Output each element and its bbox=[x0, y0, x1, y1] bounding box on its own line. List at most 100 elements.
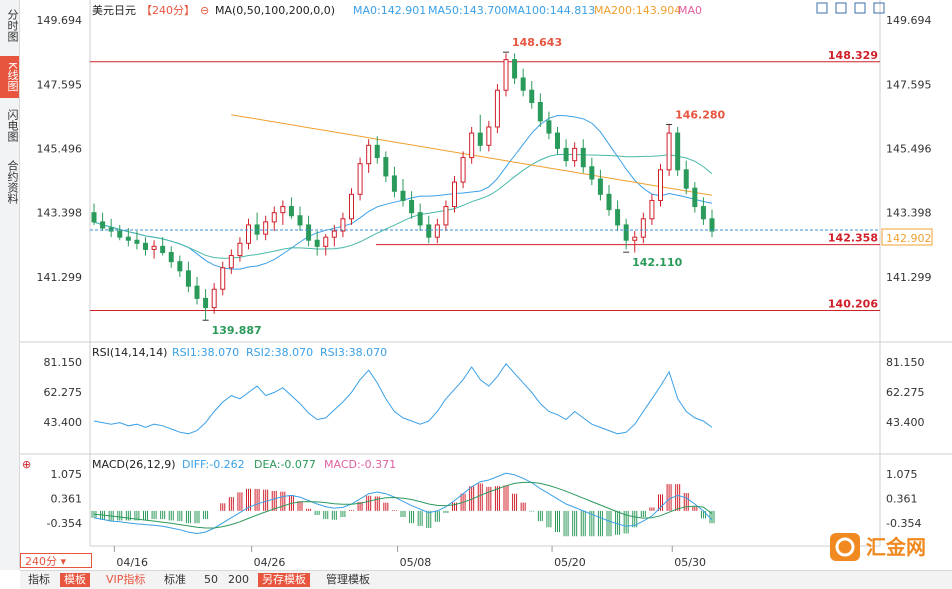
macd-dea-line bbox=[93, 481, 713, 529]
ma100-line bbox=[93, 153, 713, 259]
candle-body bbox=[709, 218, 715, 232]
price-tick-right: 143.398 bbox=[886, 207, 932, 220]
ma50-value: MA50:143.700 bbox=[428, 4, 508, 17]
candle-body bbox=[589, 166, 595, 180]
price-level-label: 140.206 bbox=[828, 297, 878, 310]
tab-ma50[interactable]: 50 bbox=[204, 573, 218, 586]
window-controls bbox=[816, 2, 885, 14]
ma-settings[interactable]: MA(0,50,100,200,0,0) bbox=[215, 4, 335, 17]
macd-diff: DIFF:-0.262 bbox=[182, 458, 245, 471]
x-label: 04/16 bbox=[116, 556, 148, 568]
price-lines: 148.329 142.358 140.206 bbox=[90, 49, 880, 311]
candle-body bbox=[700, 206, 706, 220]
rsi-tick-left: 43.400 bbox=[44, 416, 83, 429]
annotation-label: 148.643 bbox=[512, 36, 562, 49]
candle-body bbox=[357, 163, 363, 195]
candle-body bbox=[366, 144, 372, 165]
price-tick-left: 141.299 bbox=[37, 271, 83, 284]
candle-body bbox=[237, 242, 243, 257]
candle-body bbox=[529, 89, 535, 103]
period-selector[interactable]: 240分 ▾ bbox=[20, 553, 92, 568]
candle-body bbox=[211, 288, 217, 309]
price-tick-left: 149.694 bbox=[37, 14, 83, 27]
candle-body bbox=[100, 221, 106, 229]
tab-contract-info[interactable]: 合约资料 bbox=[6, 160, 19, 204]
tab-ma200[interactable]: 200 bbox=[228, 573, 249, 586]
rsi-tick-left: 81.150 bbox=[44, 356, 83, 369]
candle-body bbox=[160, 245, 166, 253]
x-label: 05/20 bbox=[554, 556, 586, 568]
candle-body bbox=[314, 239, 320, 247]
tab-indicators[interactable]: 指标 bbox=[28, 573, 50, 586]
brand-logo-mark bbox=[830, 533, 860, 561]
save-template-button[interactable]: 另存模板 bbox=[258, 573, 310, 587]
tab-time-chart[interactable]: 分时图 bbox=[6, 8, 19, 42]
brand-name: 汇金网 bbox=[866, 535, 926, 559]
tab-kline-chart[interactable]: K线图 bbox=[0, 56, 19, 98]
candle-body bbox=[537, 101, 543, 122]
macd-tick-left: 0.361 bbox=[51, 492, 83, 505]
price-tick-right: 147.595 bbox=[886, 78, 932, 91]
candle-body bbox=[288, 206, 294, 217]
chart-area[interactable]: 美元日元 【240分】 ⊖ MA(0,50,100,200,0,0) MA0:1… bbox=[20, 0, 952, 569]
rsi-title: RSI(14,14,14) bbox=[92, 346, 167, 359]
macd-dea: DEA:-0.077 bbox=[254, 458, 316, 471]
candle-body bbox=[168, 251, 174, 263]
candle-body bbox=[340, 218, 346, 232]
x-label: 05/30 bbox=[674, 556, 706, 568]
candle-body bbox=[194, 285, 200, 299]
candles bbox=[91, 53, 715, 320]
macd-tick-right: 1.075 bbox=[886, 468, 918, 481]
split-icon[interactable] bbox=[854, 2, 866, 14]
candle-body bbox=[331, 230, 337, 238]
candle-body bbox=[151, 245, 157, 250]
x-axis-labels: 04/16 04/26 05/08 05/20 05/30 bbox=[113, 546, 706, 569]
candle-body bbox=[383, 157, 389, 177]
price-axis: 149.694 149.694 147.595 147.595 145.496 145.4… bbox=[37, 14, 932, 284]
candle-body bbox=[666, 132, 672, 171]
brand-logo: 汇金网 bbox=[828, 530, 940, 564]
current-price-box bbox=[881, 228, 933, 246]
fullscreen-icon[interactable] bbox=[873, 2, 885, 14]
tab-standard[interactable]: 标准 bbox=[164, 573, 186, 586]
candle-body bbox=[452, 181, 457, 208]
rsi-tick-left: 62.275 bbox=[44, 386, 83, 399]
crosshair-icon[interactable]: ⊕ bbox=[22, 458, 31, 471]
candle-body bbox=[280, 206, 286, 214]
chart-svg[interactable]: 美元日元 【240分】 ⊖ MA(0,50,100,200,0,0) MA0:1… bbox=[20, 0, 952, 569]
candle-body bbox=[640, 218, 646, 238]
rsi-series-line bbox=[93, 362, 713, 435]
tab-flash-chart[interactable]: 闪电图 bbox=[6, 108, 19, 142]
candle-body bbox=[520, 77, 526, 91]
candle-body bbox=[632, 236, 638, 241]
candle-body bbox=[683, 169, 689, 189]
tab-template[interactable]: 模板 bbox=[60, 573, 90, 587]
candle-body bbox=[185, 270, 191, 287]
candle-body bbox=[563, 147, 569, 162]
rsi2-value: RSI2:38.070 bbox=[246, 346, 313, 359]
ma0b-value: MA0 bbox=[678, 4, 702, 17]
chevron-down-icon: ▾ bbox=[60, 555, 67, 568]
rsi-axis: 81.150 81.150 62.275 62.275 43.400 43.400 bbox=[44, 356, 925, 429]
macd-tick-left: 1.075 bbox=[51, 468, 83, 481]
candle-body bbox=[675, 132, 681, 171]
candle-body bbox=[649, 199, 655, 220]
candle-body bbox=[323, 236, 329, 247]
annotations: 148.643 146.280 142.110 139.887 bbox=[202, 36, 726, 337]
candle-body bbox=[692, 187, 698, 208]
annotation-label: 142.110 bbox=[632, 256, 682, 269]
macd-axis: 1.075 1.075 0.361 0.361 -0.354 -0.354 bbox=[47, 468, 922, 530]
candle-body bbox=[580, 147, 586, 168]
manage-template-button[interactable]: 管理模板 bbox=[326, 573, 370, 586]
candle-body bbox=[374, 144, 380, 159]
candle-body bbox=[434, 224, 440, 238]
tab-vip-indicators[interactable]: VIP指标 bbox=[106, 573, 146, 586]
layout-icon[interactable] bbox=[835, 2, 847, 14]
candle-body bbox=[117, 230, 123, 238]
expand-icon[interactable] bbox=[816, 2, 828, 14]
candle-body bbox=[125, 236, 131, 241]
settings-icon[interactable]: ⊖ bbox=[200, 4, 209, 17]
candle-body bbox=[246, 224, 251, 244]
candle-body bbox=[426, 224, 432, 238]
bottom-toolbar: 指标 模板 VIP指标 标准 50 200 另存模板 管理模板 bbox=[20, 570, 952, 589]
